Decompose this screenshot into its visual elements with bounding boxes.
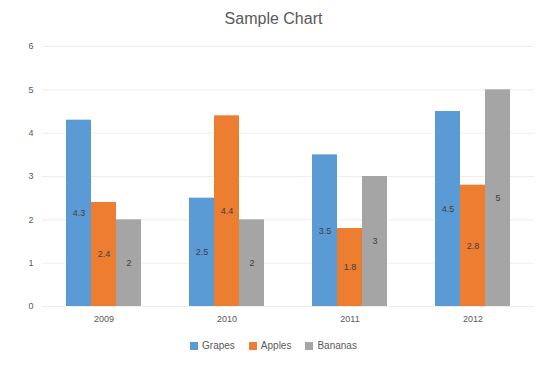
svg-text:2011: 2011 <box>340 314 359 324</box>
svg-text:3: 3 <box>28 171 33 181</box>
svg-text:2010: 2010 <box>217 314 237 324</box>
svg-text:6: 6 <box>28 41 33 51</box>
svg-text:4.4: 4.4 <box>221 206 234 216</box>
svg-text:2.4: 2.4 <box>98 249 111 259</box>
svg-text:0: 0 <box>28 301 33 311</box>
svg-text:2009: 2009 <box>94 314 114 324</box>
html-text:Bananas: Bananas <box>317 340 357 351</box>
html-text:Sample Chart: Sample Chart <box>224 10 323 27</box>
html-text:Grapes: Grapes <box>202 340 235 351</box>
svg-text:3: 3 <box>372 236 377 246</box>
svg-text:4.5: 4.5 <box>442 204 455 214</box>
svg-text:4.3: 4.3 <box>73 208 86 218</box>
svg-text:3.5: 3.5 <box>319 226 332 236</box>
svg-text:5: 5 <box>495 193 500 203</box>
svg-text:2: 2 <box>126 258 131 268</box>
svg-text:1.8: 1.8 <box>344 262 357 272</box>
svg-text:4: 4 <box>28 128 33 138</box>
svg-text:2: 2 <box>249 258 254 268</box>
svg-text:2.8: 2.8 <box>467 241 480 251</box>
svg-text:2012: 2012 <box>463 314 483 324</box>
svg-text:2.5: 2.5 <box>196 247 209 257</box>
svg-text:5: 5 <box>28 85 33 95</box>
html-text:Apples: Apples <box>260 340 292 351</box>
svg-text:2: 2 <box>28 215 33 225</box>
svg-text:1: 1 <box>28 258 33 268</box>
